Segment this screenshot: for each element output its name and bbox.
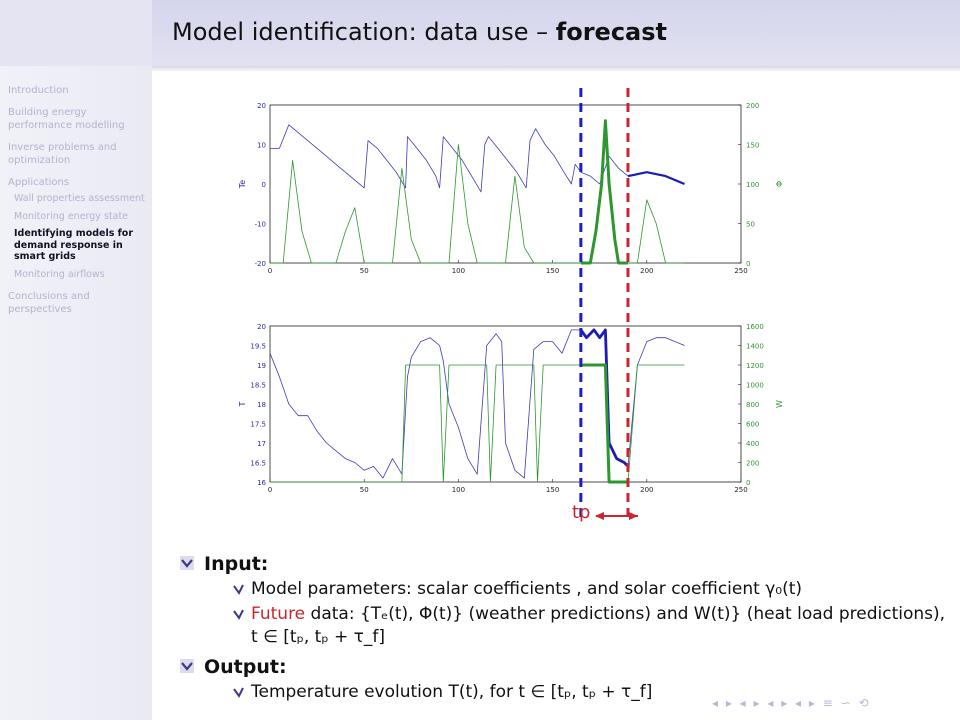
bullet-content: Input: Model parameters: scalar coeffici… — [178, 548, 948, 704]
tp-label: tp — [572, 502, 590, 523]
y-left-tick-label: 17.5 — [250, 421, 266, 429]
forecast-highlight-0 — [579, 328, 630, 468]
forecast-window-markers — [579, 88, 630, 518]
series-line-1 — [270, 364, 685, 483]
nav-sub-wall[interactable]: Wall properties assessment — [14, 193, 145, 204]
sub-bullet-arrow-icon — [233, 687, 244, 698]
input-heading: Input: — [178, 552, 948, 576]
output-label: Output: — [204, 656, 287, 678]
y-left-tick-label: 18 — [257, 401, 266, 409]
x-tick-label: 0 — [268, 486, 272, 494]
y-right-tick-label: 600 — [746, 421, 759, 429]
bullet-arrow-icon — [180, 556, 194, 570]
y-right-tick-label: 1600 — [746, 323, 764, 331]
nav-sub-airflows[interactable]: Monitoring airflows — [14, 268, 105, 280]
nav-section-conclusions[interactable]: Conclusions and perspectives — [8, 291, 90, 315]
y-right-tick-label: 1400 — [746, 343, 764, 351]
y-left-tick-label: 19.5 — [250, 343, 266, 351]
top-plot: 0 50 100 150 200 25020100-10-20200150100500Te… — [238, 102, 784, 275]
y-right-tick-label: 0 — [746, 260, 750, 268]
y-right-tick-label: 200 — [746, 102, 759, 110]
x-tick-label: 200 — [640, 486, 653, 494]
y-left-tick-label: -10 — [255, 221, 266, 229]
sub-bullet-arrow-icon — [233, 584, 244, 595]
sub-bullet-arrow-icon — [233, 609, 244, 620]
y-left-tick-label: 18.5 — [250, 382, 266, 390]
y-right-tick-label: 200 — [746, 460, 759, 468]
x-tick-label: 0 — [268, 267, 272, 275]
future-data-item: Future data: {Tₑ(t), Φ(t)} (weather pred… — [178, 603, 948, 649]
nav-section-inverse[interactable]: Inverse problems and optimization — [8, 142, 117, 166]
figure: 0 50 100 150 200 25020100-10-20200150100500Te… — [238, 88, 784, 523]
nav-outline: Introduction Building energy performance… — [8, 84, 148, 325]
temp-evolution-text: Temperature evolution T(t), for t ∈ [tₚ,… — [251, 682, 653, 702]
x-tick-label: 50 — [360, 486, 369, 494]
y-left-tick-label: 0 — [262, 181, 266, 189]
sidebar: Introduction Building energy performance… — [0, 0, 152, 720]
y-left-tick-label: 17 — [257, 440, 266, 448]
sidebar-header-strip — [0, 0, 152, 66]
y-right-axis-label: W — [775, 400, 784, 408]
x-tick-label: 150 — [546, 486, 559, 494]
future-word: Future — [251, 604, 306, 624]
nav-sub-smart-grids[interactable]: Identifying models for demand response i… — [14, 228, 134, 262]
x-tick-label: 250 — [734, 267, 747, 275]
bottom-plot: 0 50 100 150 200 250 20 19.5 19 18.5 18 17.5 17 16.5 1… — [238, 323, 784, 494]
nav-section-introduction[interactable]: Introduction — [8, 85, 69, 96]
y-left-axis-label: Te — [238, 180, 247, 190]
y-left-tick-label: 19 — [257, 362, 266, 370]
x-tick-label: 200 — [640, 267, 653, 275]
nav-section-applications[interactable]: Applications — [8, 177, 70, 188]
series-line-0 — [269, 329, 685, 479]
y-right-tick-label: 100 — [746, 181, 759, 189]
frame-title: Model identification: data use – forecas… — [172, 18, 667, 46]
y-left-tick-label: 16 — [257, 479, 266, 487]
y-left-tick-label: 20 — [257, 102, 266, 110]
series-line-1 — [627, 171, 685, 186]
model-params-item: Model parameters: scalar coefficients , … — [178, 578, 948, 601]
series-line-2 — [270, 120, 685, 264]
beamer-navigation-symbols[interactable]: ◂ ▸ ◂ ▸ ◂ ▸ ◂ ▸ ≡ ∽ ⟲ — [712, 696, 871, 710]
model-params-text: Model parameters: scalar coefficients , … — [251, 579, 803, 599]
x-tick-label: 250 — [734, 486, 747, 494]
x-tick-label: 100 — [452, 267, 465, 275]
y-right-axis-label: Φ — [775, 181, 784, 187]
y-left-tick-label: 10 — [257, 142, 266, 150]
plot-frame — [269, 325, 742, 483]
frame-header — [152, 0, 960, 66]
y-right-tick-label: 1000 — [746, 382, 764, 390]
future-data-text: data: {Tₑ(t), Φ(t)} (weather predictions… — [251, 604, 946, 647]
forecast-highlight-2 — [580, 119, 628, 265]
title-bold: forecast — [555, 18, 668, 46]
forecast-highlight-1 — [580, 363, 628, 484]
plot-frame — [269, 104, 742, 264]
y-right-tick-label: 800 — [746, 401, 759, 409]
y-left-tick-label: -20 — [255, 260, 266, 268]
y-left-tick-label: 16.5 — [250, 460, 266, 468]
y-right-tick-label: 1200 — [746, 362, 764, 370]
x-tick-label: 150 — [546, 267, 559, 275]
y-left-axis-label: T — [238, 401, 247, 407]
output-heading: Output: — [178, 655, 948, 679]
y-right-tick-label: 150 — [746, 142, 759, 150]
y-right-tick-label: 50 — [746, 221, 755, 229]
series-line-0 — [270, 124, 629, 193]
title-prefix: Model identification: data use – — [172, 18, 556, 46]
input-label: Input: — [204, 553, 269, 575]
y-right-tick-label: 0 — [746, 479, 750, 487]
y-right-tick-label: 400 — [746, 440, 759, 448]
temp-evolution-item: Temperature evolution T(t), for t ∈ [tₚ,… — [178, 681, 948, 704]
nav-section-modelling[interactable]: Building energy performance modelling — [8, 107, 125, 131]
y-left-tick-label: 20 — [257, 323, 266, 331]
x-tick-label: 50 — [360, 267, 369, 275]
nav-sub-monitoring-energy[interactable]: Monitoring energy state — [14, 210, 129, 222]
bullet-arrow-icon — [180, 659, 194, 673]
x-tick-label: 100 — [452, 486, 465, 494]
header-shadow — [152, 66, 960, 72]
